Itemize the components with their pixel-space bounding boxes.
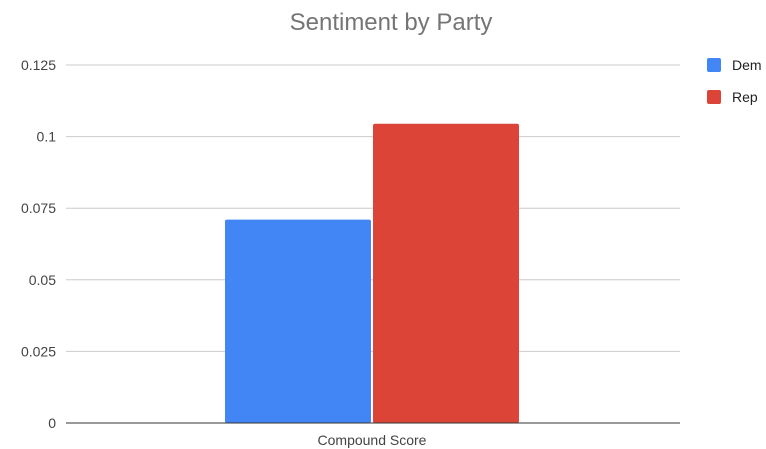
y-tick-label: 0.125: [21, 57, 56, 73]
chart-title: Sentiment by Party: [290, 9, 493, 36]
y-tick-label: 0.05: [29, 272, 56, 288]
legend-label-dem: Dem: [732, 57, 762, 73]
y-tick-label: 0.075: [21, 200, 56, 216]
bars: [225, 123, 519, 423]
y-tick-label: 0.025: [21, 343, 56, 359]
y-tick-label: 0.1: [37, 129, 57, 145]
bar-rep: [373, 123, 519, 423]
legend: Dem Rep: [707, 57, 762, 105]
legend-swatch-dem: [707, 58, 721, 72]
x-axis: Compound Score: [318, 432, 427, 448]
y-axis: 0 0.025 0.05 0.075 0.1 0.125: [21, 57, 56, 431]
bar-dem: [225, 219, 371, 423]
y-tick-label: 0: [48, 415, 56, 431]
legend-swatch-rep: [707, 90, 721, 104]
x-tick-label: Compound Score: [318, 432, 427, 448]
legend-label-rep: Rep: [732, 89, 758, 105]
